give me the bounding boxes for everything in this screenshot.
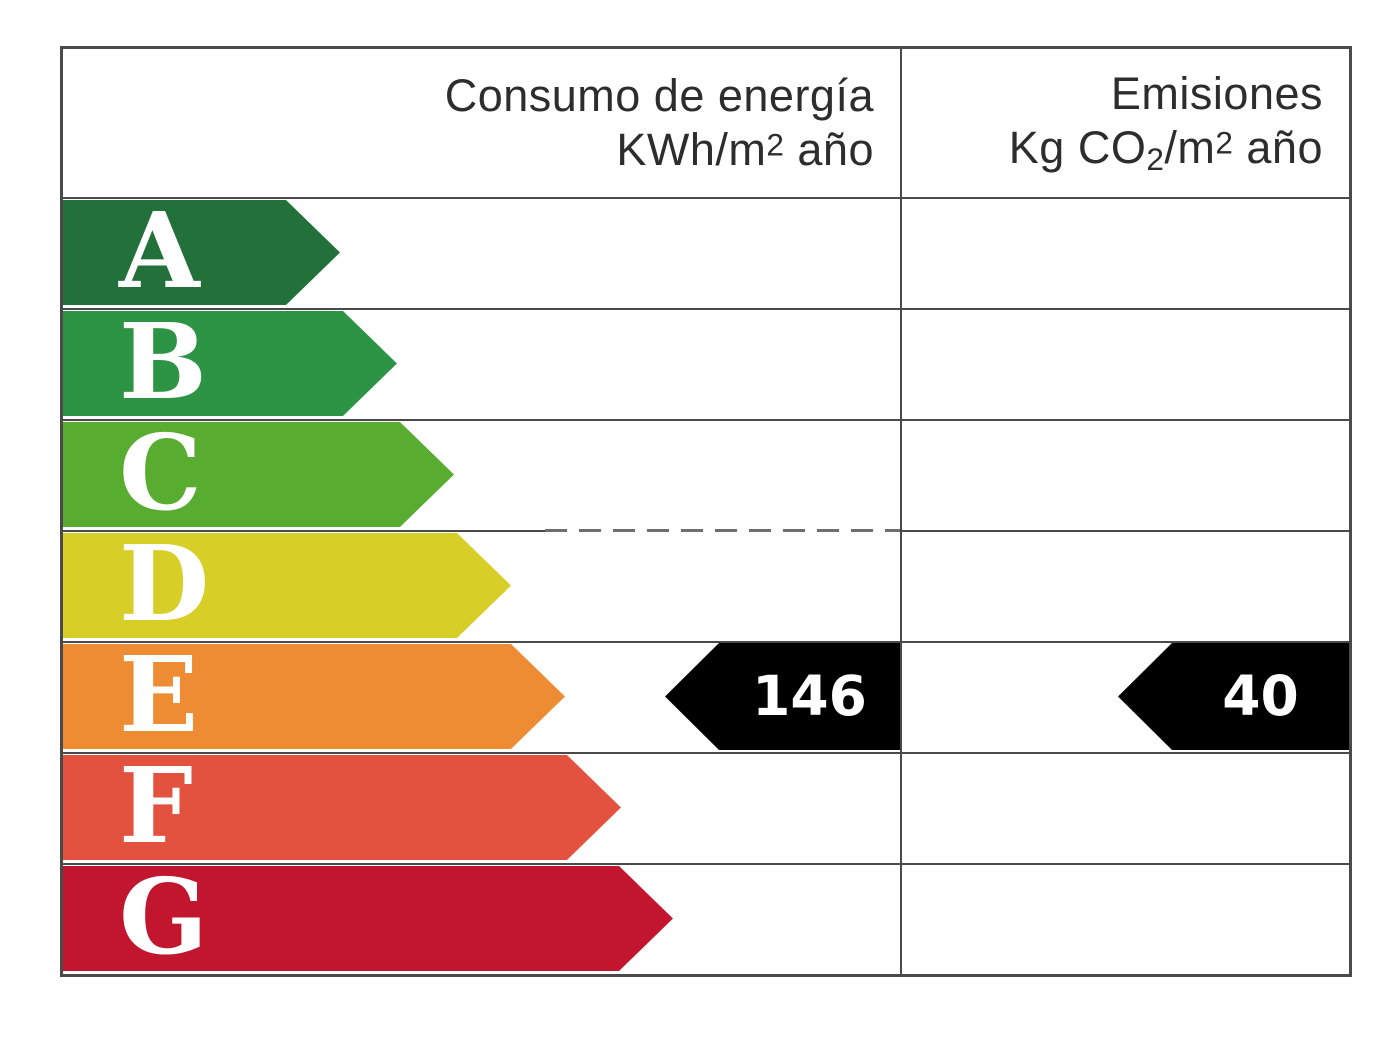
emissions-title: Emisiones — [1110, 68, 1323, 120]
emissions-column-header: Emisiones Kg CO2/m2 año — [902, 49, 1349, 197]
row-divider — [63, 641, 1349, 643]
row-divider — [63, 752, 1349, 754]
rating-letter: C — [119, 410, 202, 534]
rating-letter: B — [119, 299, 207, 423]
consumption-column-header: Consumo de energía KWh/m2 año — [63, 49, 900, 197]
emissions-value-arrow: 40 — [1118, 643, 1349, 750]
consumption-value-arrow: 146 — [665, 643, 900, 750]
row-divider — [63, 197, 1349, 199]
subscript-2: 2 — [1146, 141, 1165, 178]
rating-letter: E — [119, 632, 199, 756]
superscript-2: 2 — [766, 126, 785, 163]
consumption-unit: KWh/m2 año — [616, 124, 874, 175]
row-divider — [63, 308, 1349, 310]
superscript-2: 2 — [1215, 124, 1234, 161]
row-divider — [63, 863, 1349, 865]
row-divider — [63, 419, 1349, 421]
table-header: Consumo de energía KWh/m2 año Emisiones … — [63, 49, 1349, 197]
rating-letter: F — [119, 743, 193, 867]
rating-arrow-b: B — [63, 311, 397, 416]
consumption-title: Consumo de energía — [444, 70, 874, 121]
column-divider — [900, 49, 902, 974]
emissions-unit: Kg CO2/m2 año — [1008, 122, 1323, 178]
rating-arrow-e: E — [63, 644, 565, 749]
rating-arrow-d: D — [63, 533, 511, 638]
rating-arrow-f: F — [63, 755, 621, 860]
rating-letter: D — [119, 521, 210, 645]
rating-arrow-c: C — [63, 422, 454, 527]
rating-letter: G — [119, 854, 208, 978]
dashed-divider-segment — [545, 529, 900, 532]
consumption-value: 146 — [752, 664, 867, 728]
rating-table: Consumo de energía KWh/m2 año Emisiones … — [60, 46, 1352, 977]
rating-letter: A — [119, 188, 200, 312]
rating-arrow-a: A — [63, 200, 340, 305]
emissions-value: 40 — [1222, 664, 1299, 728]
rating-arrow-g: G — [63, 866, 673, 971]
